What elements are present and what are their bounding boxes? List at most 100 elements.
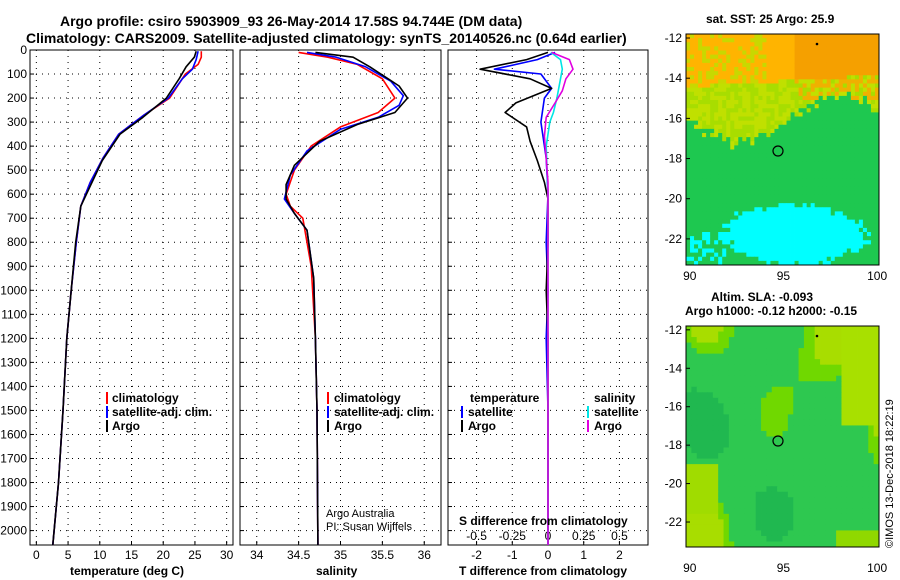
sla-cell: [734, 386, 741, 393]
sst-cell: [814, 75, 820, 80]
sst-cell: [762, 166, 767, 171]
sst-cell: [826, 252, 832, 258]
sst-cell: [754, 120, 759, 126]
sla-cell: [718, 359, 724, 366]
sst-cell: [822, 199, 828, 204]
sst-cell: [858, 71, 864, 76]
sst-cell: [762, 215, 767, 221]
sst-cell: [778, 108, 783, 113]
sst-cell: [770, 112, 775, 117]
sla-cell: [836, 486, 842, 493]
sst-cell: [870, 199, 876, 204]
sst-cell: [814, 149, 820, 155]
sst-cell: [686, 174, 691, 179]
sst-cell: [738, 95, 743, 101]
sst-cell: [714, 34, 719, 39]
x-tick-label: 25: [188, 548, 202, 562]
sla-cell: [862, 524, 869, 531]
sst-cell: [766, 223, 771, 229]
sst-cell: [830, 240, 836, 245]
sst-cell: [838, 34, 844, 39]
sla-cell: [702, 464, 708, 471]
sla-cell: [809, 464, 816, 471]
sst-cell: [722, 178, 727, 183]
sst-cell: [762, 87, 767, 93]
sst-cell: [710, 203, 715, 208]
sst-cell: [782, 137, 787, 142]
sst-cell: [838, 207, 844, 212]
depth-tick-label: 1800: [0, 476, 27, 490]
sst-cell: [798, 62, 803, 68]
sst-cell: [842, 133, 848, 138]
sst-cell: [802, 133, 808, 138]
sst-cell: [818, 79, 824, 84]
sla-cell: [868, 348, 875, 355]
sst-cell: [834, 95, 840, 101]
sla-cell: [803, 513, 810, 520]
sst-cell: [754, 170, 759, 175]
sst-cell: [698, 95, 703, 101]
sst-cell: [826, 124, 832, 130]
sst-cell: [802, 100, 808, 105]
sst-cell: [746, 207, 751, 212]
sla-cell: [857, 353, 864, 360]
sla-cell: [857, 381, 864, 388]
x-tick-label: 1: [580, 548, 587, 562]
sla-cell: [868, 430, 875, 437]
sst-cell: [874, 54, 880, 60]
sst-cell: [742, 190, 747, 196]
sla-cell: [836, 491, 842, 498]
sla-cell: [777, 359, 783, 366]
sla-cell: [739, 524, 746, 531]
sst-cell: [786, 62, 791, 68]
sla-cell: [825, 464, 832, 471]
sst-cell: [794, 182, 799, 188]
sla-cell: [777, 541, 783, 548]
sst-cell: [822, 178, 828, 183]
sst-cell: [826, 128, 832, 134]
sst-cell: [766, 256, 771, 262]
sst-cell: [738, 161, 743, 167]
sst-cell: [842, 104, 848, 109]
sla-cell: [857, 502, 864, 509]
sst-cell: [738, 87, 743, 93]
sst-cell: [774, 46, 779, 51]
sst-cell: [794, 75, 799, 80]
sla-cell: [793, 342, 799, 349]
sst-cell: [690, 174, 695, 179]
sla-cell: [761, 414, 767, 421]
sla-cell: [852, 419, 858, 426]
sla-cell: [809, 397, 816, 404]
sla-cell: [798, 475, 805, 482]
sst-cell: [846, 223, 852, 229]
sla-cell: [862, 480, 869, 487]
sst-cell: [738, 71, 743, 76]
sst-cell: [718, 236, 723, 241]
sla-cell: [766, 458, 773, 465]
sst-cell: [742, 153, 747, 159]
sst-cell: [810, 46, 816, 51]
sst-cell: [782, 182, 787, 188]
sst-cell: [766, 182, 771, 188]
sst-cell: [730, 145, 735, 150]
sst-cell: [798, 236, 803, 241]
sla-cell: [862, 447, 869, 454]
sst-cell: [838, 112, 844, 117]
sst-cell: [842, 38, 848, 43]
sla-cell: [744, 392, 751, 399]
sst-cell: [742, 244, 747, 249]
sst-cell: [850, 95, 856, 101]
sst-cell: [818, 232, 824, 237]
sst-cell: [714, 170, 719, 175]
sst-cell: [722, 87, 727, 93]
sst-cell: [862, 104, 868, 109]
sst-cell: [726, 100, 731, 105]
sst-cell: [846, 252, 852, 258]
sla-cell: [814, 403, 821, 410]
sst-cell: [778, 87, 783, 93]
sst-cell: [802, 128, 808, 134]
sst-cell: [734, 58, 739, 64]
sst-cell: [806, 141, 812, 146]
sla-cell: [803, 491, 810, 498]
sst-cell: [722, 46, 727, 51]
